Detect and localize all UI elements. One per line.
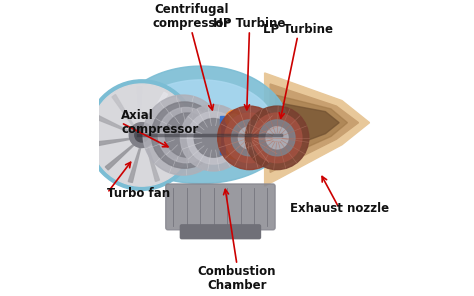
FancyBboxPatch shape <box>222 118 251 152</box>
Polygon shape <box>96 115 131 133</box>
Circle shape <box>266 127 288 149</box>
Circle shape <box>227 143 242 159</box>
Polygon shape <box>270 84 358 172</box>
Polygon shape <box>264 73 370 186</box>
Circle shape <box>230 147 238 155</box>
Circle shape <box>181 105 246 171</box>
Polygon shape <box>146 145 159 181</box>
Circle shape <box>187 112 240 164</box>
Polygon shape <box>151 140 181 167</box>
Circle shape <box>245 106 309 170</box>
Polygon shape <box>128 146 141 183</box>
Circle shape <box>259 120 295 156</box>
Circle shape <box>158 107 213 163</box>
Polygon shape <box>276 95 347 161</box>
Circle shape <box>91 84 193 186</box>
Text: Centrifugal
compressor: Centrifugal compressor <box>153 3 230 30</box>
Circle shape <box>86 80 197 190</box>
Circle shape <box>225 113 274 163</box>
Polygon shape <box>128 80 275 164</box>
Circle shape <box>165 113 210 157</box>
Polygon shape <box>146 92 168 125</box>
Circle shape <box>238 127 261 149</box>
Polygon shape <box>74 126 93 145</box>
Polygon shape <box>220 116 246 124</box>
Polygon shape <box>112 94 135 127</box>
Polygon shape <box>150 111 186 129</box>
FancyBboxPatch shape <box>181 225 261 239</box>
Text: Turbo fan: Turbo fan <box>107 186 170 200</box>
Text: Combustion
Chamber: Combustion Chamber <box>198 265 276 292</box>
Circle shape <box>151 102 218 168</box>
Text: Axial
compressor: Axial compressor <box>121 109 198 136</box>
Polygon shape <box>94 138 131 146</box>
Circle shape <box>129 123 154 147</box>
Circle shape <box>194 118 233 157</box>
FancyBboxPatch shape <box>166 184 275 230</box>
Text: HP Turbine: HP Turbine <box>213 17 286 30</box>
Circle shape <box>252 113 302 163</box>
Text: Exhaust nozzle: Exhaust nozzle <box>290 202 389 215</box>
Circle shape <box>226 110 243 128</box>
Circle shape <box>231 120 267 156</box>
Circle shape <box>143 95 223 175</box>
Circle shape <box>218 106 281 170</box>
Polygon shape <box>137 87 142 124</box>
Circle shape <box>135 128 149 142</box>
Polygon shape <box>220 146 246 155</box>
Polygon shape <box>105 144 135 170</box>
Circle shape <box>229 114 239 124</box>
Polygon shape <box>113 66 290 184</box>
Polygon shape <box>153 134 190 142</box>
Polygon shape <box>281 103 339 150</box>
Text: LP Turbine: LP Turbine <box>263 23 333 36</box>
